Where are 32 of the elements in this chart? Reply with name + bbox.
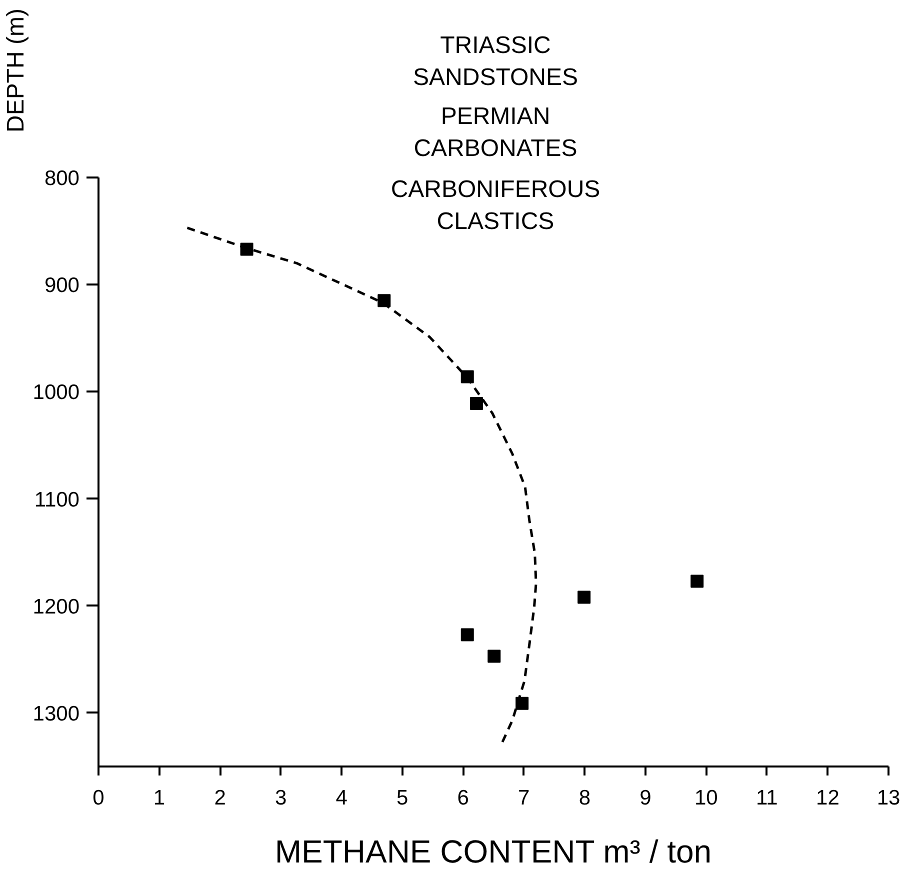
point: [488, 650, 501, 663]
x-tick-label: 5: [396, 786, 408, 810]
point: [690, 574, 704, 588]
text: TRIASSIC SANDSTONES: [413, 32, 578, 92]
x-tick-label: 6: [457, 786, 469, 810]
x-tick-label: 2: [214, 786, 226, 810]
point: [578, 590, 591, 604]
x-tick-label: 7: [518, 786, 530, 810]
text: PERMIAN CARBONATES: [414, 102, 578, 162]
point: [516, 696, 529, 710]
x-tick-label: 8: [578, 786, 590, 810]
y-tick-label: 1200: [32, 595, 80, 618]
x-tick-label: 0: [92, 786, 104, 810]
annotation: CARBONIFEROUS CLASTICS: [390, 176, 600, 236]
x-axis-title: METHANE CONTENT m³ / ton: [274, 834, 712, 870]
point: [378, 294, 391, 308]
x-tick-label: 3: [274, 786, 287, 810]
x-tick-label: 1: [153, 786, 166, 810]
y-tick-label: 1000: [32, 381, 80, 404]
x-tick-label: 12: [816, 786, 840, 810]
y-axis-title: DEPTH (m): [2, 8, 30, 132]
x-tick-label: 11: [756, 786, 778, 810]
y-tick-label: 800: [44, 167, 80, 190]
point: [460, 628, 474, 642]
x-tick-label: 4: [336, 786, 348, 810]
y-tick-label: 1100: [34, 488, 80, 512]
y-tick-label: 900: [44, 274, 80, 298]
point: [470, 396, 483, 410]
x-tick-label: 9: [640, 786, 652, 810]
x-tick-label: 13: [876, 786, 900, 810]
x-tick-label: 10: [694, 786, 718, 810]
y-tick-label: 1300: [32, 702, 80, 726]
